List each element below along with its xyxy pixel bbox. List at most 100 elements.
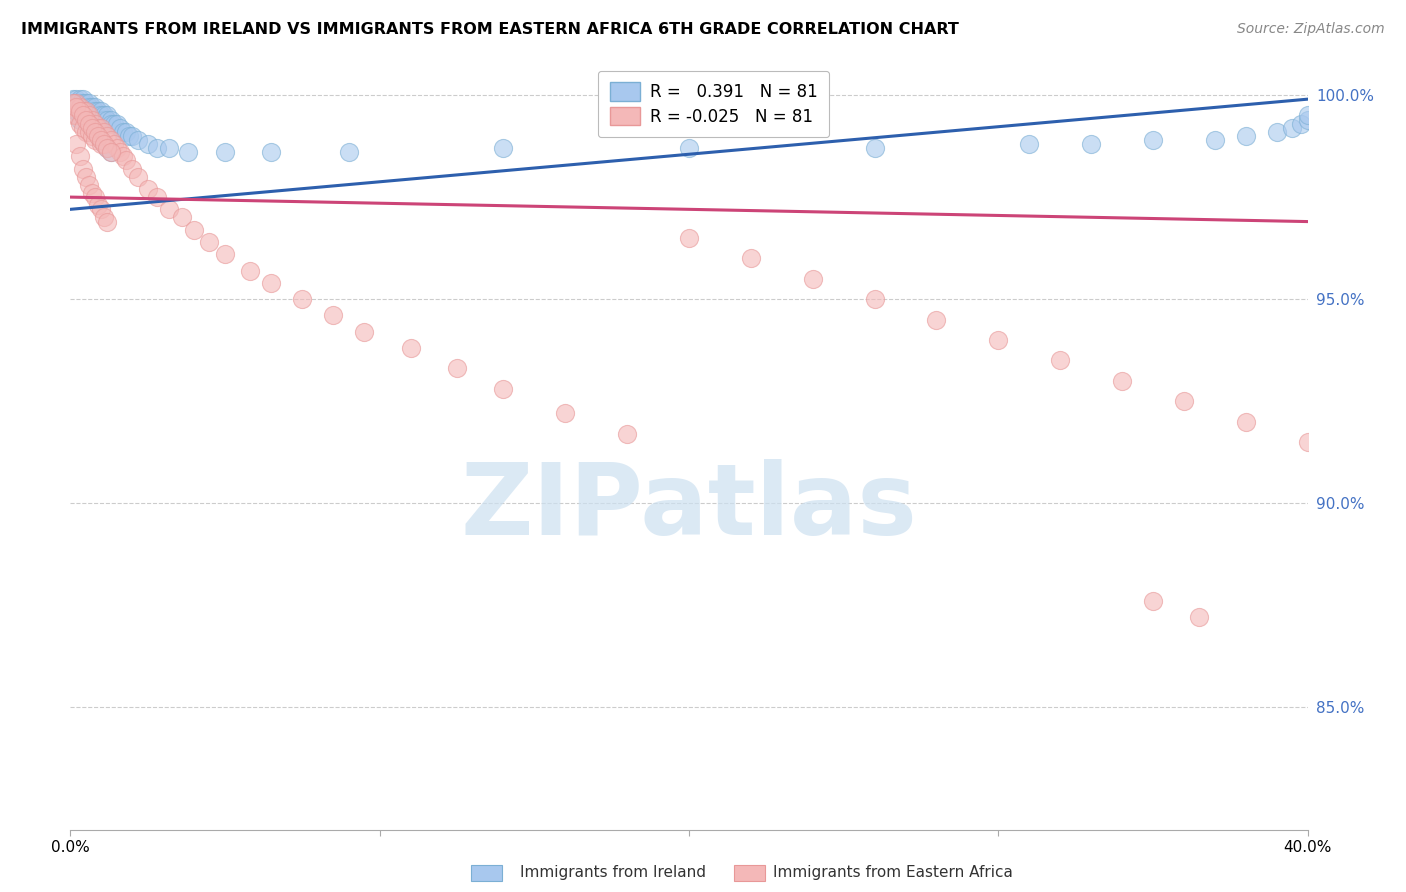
Point bbox=[115, 153, 138, 168]
Point bbox=[93, 211, 115, 225]
Point bbox=[69, 149, 91, 163]
Point bbox=[90, 133, 112, 147]
Point bbox=[678, 231, 700, 245]
Point bbox=[1234, 415, 1257, 429]
Point bbox=[65, 136, 87, 151]
Point bbox=[87, 108, 110, 122]
Point bbox=[93, 136, 115, 151]
Point bbox=[1291, 117, 1313, 131]
Point bbox=[177, 145, 200, 160]
Point bbox=[62, 96, 84, 111]
Point bbox=[1188, 610, 1211, 624]
Point bbox=[801, 271, 824, 285]
Point bbox=[1173, 394, 1195, 409]
Point bbox=[1234, 128, 1257, 143]
Point bbox=[353, 325, 375, 339]
Point bbox=[492, 141, 515, 155]
Point bbox=[84, 117, 107, 131]
Point bbox=[96, 214, 118, 228]
Point bbox=[925, 312, 948, 326]
Point bbox=[157, 202, 180, 217]
Point bbox=[87, 198, 110, 212]
Point bbox=[127, 133, 149, 147]
Point bbox=[863, 141, 886, 155]
Point bbox=[121, 161, 143, 176]
Point bbox=[80, 112, 103, 127]
Point bbox=[84, 190, 107, 204]
Point bbox=[1296, 112, 1319, 127]
Point bbox=[84, 104, 107, 119]
Point bbox=[69, 100, 91, 114]
Point bbox=[80, 186, 103, 200]
Point bbox=[80, 100, 103, 114]
Point bbox=[75, 104, 97, 119]
Point bbox=[492, 382, 515, 396]
Point bbox=[146, 190, 169, 204]
Point bbox=[80, 128, 103, 143]
Point bbox=[84, 100, 107, 114]
Point bbox=[65, 100, 87, 114]
Point bbox=[1204, 133, 1226, 147]
Point bbox=[75, 96, 97, 111]
Point bbox=[77, 125, 100, 139]
Point bbox=[136, 182, 159, 196]
Text: Immigrants from Ireland: Immigrants from Ireland bbox=[520, 865, 706, 880]
Point bbox=[291, 292, 314, 306]
Point bbox=[75, 108, 97, 122]
Point bbox=[69, 112, 91, 127]
Text: ZIPatlas: ZIPatlas bbox=[461, 458, 917, 556]
Point bbox=[1111, 374, 1133, 388]
Point bbox=[239, 263, 262, 277]
Point bbox=[93, 108, 115, 122]
Point bbox=[75, 100, 97, 114]
Point bbox=[399, 341, 422, 355]
Point bbox=[136, 136, 159, 151]
Point bbox=[96, 112, 118, 127]
Point bbox=[69, 104, 91, 119]
Point bbox=[75, 112, 97, 127]
Point bbox=[93, 136, 115, 151]
Point bbox=[111, 125, 134, 139]
Point bbox=[72, 104, 94, 119]
Point bbox=[100, 145, 122, 160]
Point bbox=[1281, 120, 1303, 135]
Point bbox=[446, 361, 468, 376]
Point bbox=[678, 141, 700, 155]
Point bbox=[183, 223, 205, 237]
Point bbox=[198, 235, 221, 249]
Point bbox=[84, 108, 107, 122]
Point bbox=[65, 100, 87, 114]
Point bbox=[75, 112, 97, 127]
Point bbox=[90, 120, 112, 135]
Point bbox=[115, 125, 138, 139]
Point bbox=[108, 145, 131, 160]
Text: IMMIGRANTS FROM IRELAND VS IMMIGRANTS FROM EASTERN AFRICA 6TH GRADE CORRELATION : IMMIGRANTS FROM IRELAND VS IMMIGRANTS FR… bbox=[21, 22, 959, 37]
Point bbox=[322, 309, 344, 323]
Point bbox=[1265, 125, 1288, 139]
Point bbox=[170, 211, 193, 225]
Point bbox=[121, 128, 143, 143]
Point bbox=[260, 276, 283, 290]
Point bbox=[103, 136, 125, 151]
Point bbox=[157, 141, 180, 155]
Text: Immigrants from Eastern Africa: Immigrants from Eastern Africa bbox=[773, 865, 1014, 880]
Point bbox=[100, 145, 122, 160]
Point bbox=[100, 117, 122, 131]
Point bbox=[62, 100, 84, 114]
Point bbox=[1296, 434, 1319, 449]
Point bbox=[84, 125, 107, 139]
Point bbox=[69, 117, 91, 131]
Point bbox=[65, 104, 87, 119]
Point bbox=[62, 96, 84, 111]
Point bbox=[87, 120, 110, 135]
Point bbox=[127, 169, 149, 184]
Point bbox=[90, 136, 112, 151]
Point bbox=[72, 100, 94, 114]
Point bbox=[90, 112, 112, 127]
Point bbox=[65, 96, 87, 111]
Point bbox=[100, 112, 122, 127]
Point bbox=[105, 117, 128, 131]
Point bbox=[72, 104, 94, 119]
Point bbox=[90, 202, 112, 217]
Point bbox=[96, 141, 118, 155]
